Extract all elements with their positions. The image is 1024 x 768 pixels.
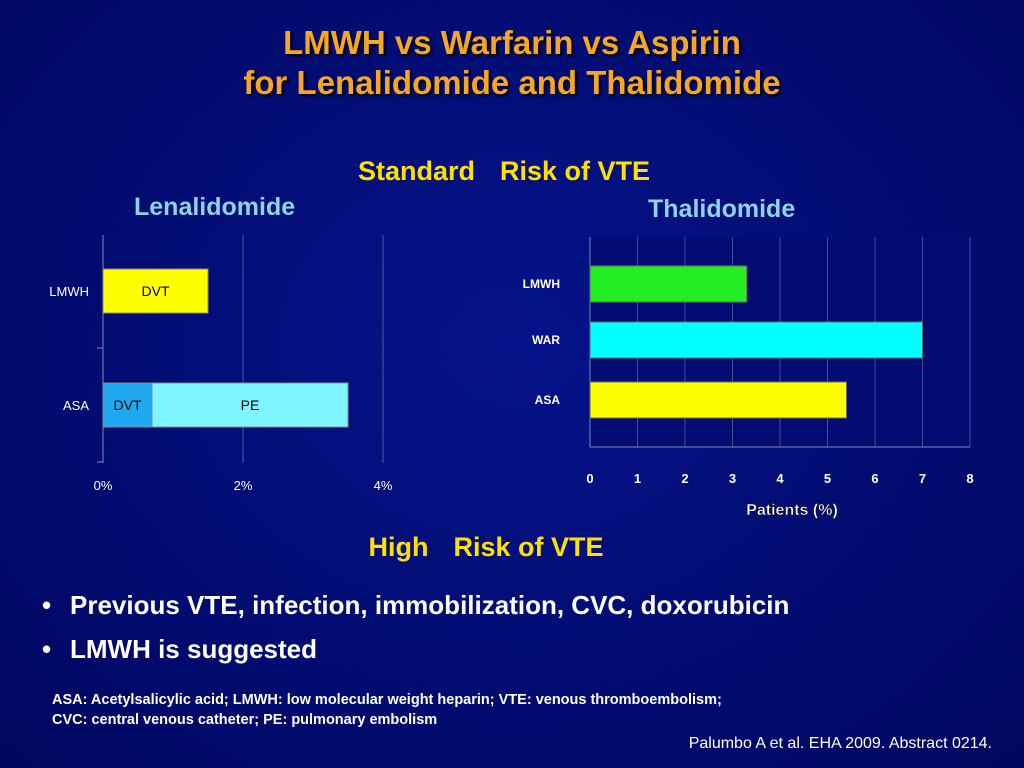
- abbreviations-line1: ASA: Acetylsalicylic acid; LMWH: low mol…: [52, 692, 722, 708]
- bullet-item: • Previous VTE, infection, immobilizatio…: [42, 590, 789, 634]
- bar: [589, 321, 923, 359]
- bar-label: PE: [241, 397, 260, 413]
- x-tick-label: 7: [919, 471, 926, 486]
- x-tick-label: 0: [586, 471, 593, 486]
- bar-label: DVT: [142, 283, 170, 299]
- high-risk-heading: High Risk of VTE: [0, 532, 972, 563]
- y-category-label: ASA: [535, 393, 561, 407]
- bar: [589, 265, 748, 303]
- x-tick-label: 6: [871, 471, 878, 486]
- standard-risk-heading: Standard Risk of VTE: [0, 156, 1008, 187]
- x-tick-label: 4: [776, 471, 784, 486]
- x-tick-label: 3: [729, 471, 736, 486]
- y-category-label: ASA: [63, 398, 89, 413]
- standard-risk-word2: Risk of VTE: [500, 156, 651, 186]
- high-risk-word1: High: [368, 532, 429, 562]
- bullet-list: • Previous VTE, infection, immobilizatio…: [42, 590, 789, 678]
- bar-label: DVT: [114, 397, 142, 413]
- high-risk-word2: Risk of VTE: [453, 532, 604, 562]
- x-tick-label: 2: [681, 471, 688, 486]
- bullet-text: Previous VTE, infection, immobilization,…: [70, 590, 790, 620]
- x-axis-title: Patients (%): [746, 502, 838, 519]
- x-tick-label: 4%: [374, 478, 393, 493]
- x-tick-label: 1: [634, 471, 641, 486]
- bullet-item: • LMWH is suggested: [42, 634, 789, 678]
- slide-title-line1: LMWH vs Warfarin vs Aspirin: [283, 24, 741, 61]
- slide-title-line2: for Lenalidomide and Thalidomide: [243, 64, 781, 101]
- x-tick-label: 5: [824, 471, 831, 486]
- bar: [589, 381, 847, 419]
- bullet-text: LMWH is suggested: [70, 634, 318, 664]
- bar-pe: [151, 382, 349, 428]
- citation: Palumbo A et al. EHA 2009. Abstract 0214…: [688, 735, 992, 752]
- thalidomide-heading: Thalidomide: [648, 195, 796, 223]
- bullet-dot-icon: •: [42, 634, 52, 664]
- standard-risk-word1: Standard: [357, 156, 475, 186]
- x-tick-label: 0%: [94, 478, 113, 493]
- abbreviations: ASA: Acetylsalicylic acid; LMWH: low mol…: [52, 690, 722, 730]
- y-category-label: WAR: [532, 333, 560, 347]
- y-category-label: LMWH: [523, 277, 560, 291]
- lenalidomide-chart: 0% 2% 4% LMWH DVT ASA DVT PE: [49, 235, 393, 493]
- lenalidomide-heading: Lenalidomide: [134, 193, 296, 221]
- thalidomide-chart: 0 1 2 3 4 5 6 7 8 LMWH WAR ASA Patients (%): [523, 237, 974, 519]
- x-tick-label: 2%: [234, 478, 253, 493]
- abbreviations-line2: CVC: central venous catheter; PE: pulmon…: [52, 712, 438, 728]
- y-category-label: LMWH: [49, 284, 89, 299]
- bar-dvt: [102, 268, 209, 314]
- x-tick-label: 8: [966, 471, 973, 486]
- bullet-dot-icon: •: [42, 590, 52, 620]
